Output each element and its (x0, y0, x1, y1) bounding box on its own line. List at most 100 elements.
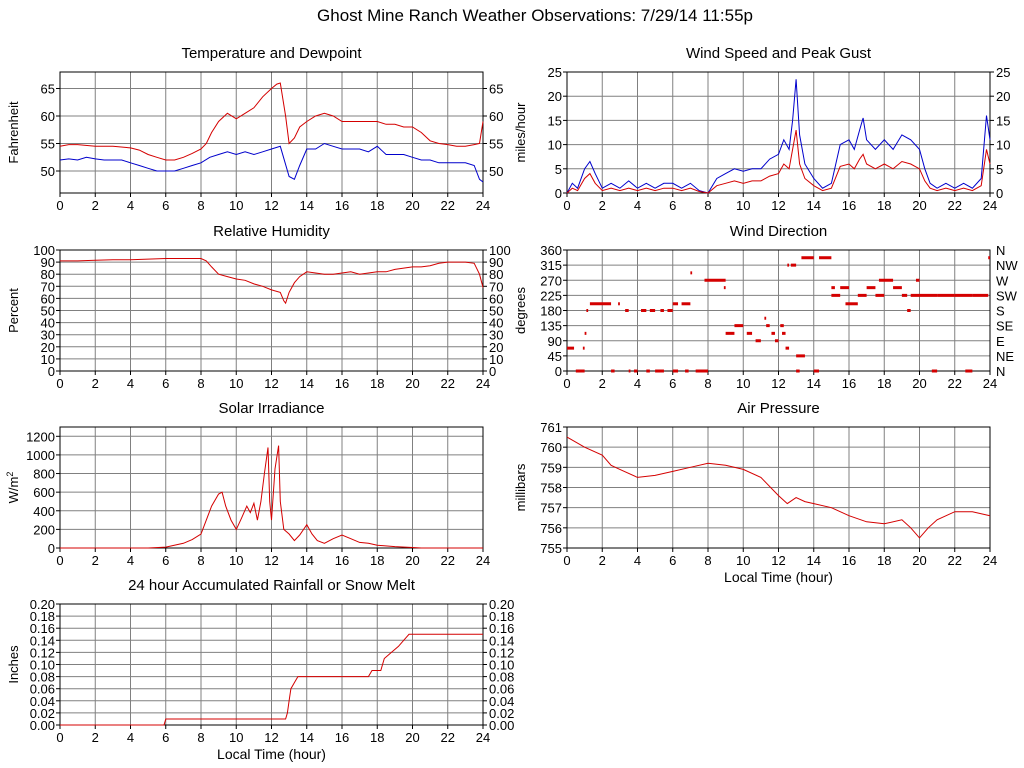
temp-xtick-label: 6 (162, 198, 169, 213)
rain-rtick-label: 0.02 (489, 706, 514, 721)
temp-rtick-label: 55 (489, 137, 503, 152)
wind-rtick-label: 25 (996, 65, 1010, 80)
rain-rtick-label: 0.18 (489, 609, 514, 624)
rain-xtick-label: 20 (405, 730, 419, 745)
winddir-rtick-label: W (996, 273, 1009, 288)
pressure-xtick-label: 10 (736, 553, 750, 568)
humidity-xtick-label: 20 (405, 376, 419, 391)
solar-xtick-label: 18 (370, 553, 384, 568)
winddir-ytick-label: 0 (555, 364, 562, 379)
rain-xtick-label: 10 (229, 730, 243, 745)
winddir-ytick-label: 270 (540, 273, 562, 288)
humidity-xtick-label: 18 (370, 376, 384, 391)
humidity-ytick-label: 0 (48, 364, 55, 379)
wind-xtick-label: 0 (563, 198, 570, 213)
winddir-ytick-label: 225 (540, 288, 562, 303)
humidity-rtick-label: 10 (489, 352, 503, 367)
winddir-xtick-label: 0 (563, 376, 570, 391)
humidity-rtick-label: 0 (489, 364, 496, 379)
rain-xtick-label: 22 (441, 730, 455, 745)
humidity-rtick-label: 30 (489, 328, 503, 343)
humidity-xtick-label: 22 (441, 376, 455, 391)
winddir-ylabel: degrees (513, 287, 528, 334)
rain-rtick-label: 0.04 (489, 694, 514, 709)
rain-ytick-label: 0.18 (30, 609, 55, 624)
wind-xtick-label: 14 (807, 198, 821, 213)
wind-ytick-label: 0 (555, 186, 562, 201)
humidity-rtick-label: 40 (489, 316, 503, 331)
temp-xtick-label: 12 (264, 198, 278, 213)
winddir-rtick-label: N (996, 364, 1005, 379)
pressure-ytick-label: 755 (540, 541, 562, 556)
wind-xtick-label: 8 (704, 198, 711, 213)
rain-series-red-line (60, 633, 483, 726)
rain-xtick-label: 16 (335, 730, 349, 745)
humidity-rtick-label: 80 (489, 267, 503, 282)
solar-xtick-label: 4 (127, 553, 134, 568)
solar-xtick-label: 24 (476, 553, 490, 568)
temp-ytick-label: 50 (41, 164, 55, 179)
humidity-xtick-label: 8 (197, 376, 204, 391)
solar-ylabel: W/m2 (5, 472, 21, 504)
rain-rtick-label: 0.08 (489, 670, 514, 685)
winddir-xtick-label: 14 (807, 376, 821, 391)
rain-xtick-label: 12 (264, 730, 278, 745)
wind-xtick-label: 18 (877, 198, 891, 213)
rain-ytick-label: 0.20 (30, 597, 55, 612)
humidity-ylabel: Percent (6, 288, 21, 333)
pressure-xtick-label: 22 (948, 553, 962, 568)
humidity-xtick-label: 4 (127, 376, 134, 391)
humidity-ytick-label: 90 (41, 255, 55, 270)
rain-ytick-label: 0.04 (30, 694, 55, 709)
rain-title: 24 hour Accumulated Rainfall or Snow Mel… (128, 577, 416, 594)
solar-ytick-label: 0 (48, 541, 55, 556)
wind-xtick-label: 4 (634, 198, 641, 213)
temp-series-red-line (59, 82, 484, 161)
winddir-rtick-label: N (996, 243, 1005, 258)
humidity-rtick-label: 100 (489, 243, 511, 258)
humidity-xtick-label: 14 (300, 376, 314, 391)
humidity-ytick-label: 80 (41, 267, 55, 282)
humidity-ytick-label: 50 (41, 304, 55, 319)
rain-xtick-label: 0 (56, 730, 63, 745)
humidity-rtick-label: 50 (489, 304, 503, 319)
rain-xtick-label: 14 (300, 730, 314, 745)
temp-xtick-label: 20 (405, 198, 419, 213)
pressure-xtick-label: 24 (983, 553, 997, 568)
rain-ytick-label: 0.02 (30, 706, 55, 721)
rain-xtick-label: 4 (127, 730, 134, 745)
humidity-xtick-label: 2 (92, 376, 99, 391)
rain-rtick-label: 0.12 (489, 645, 514, 660)
solar-ytick-label: 800 (33, 467, 55, 482)
temp-xtick-label: 18 (370, 198, 384, 213)
winddir-rtick-label: S (996, 304, 1005, 319)
wind-rtick-label: 15 (996, 113, 1010, 128)
wind-xtick-label: 16 (842, 198, 856, 213)
temp-rtick-label: 60 (489, 109, 503, 124)
wind-rtick-label: 20 (996, 89, 1010, 104)
humidity-xtick-label: 12 (264, 376, 278, 391)
temp-xtick-label: 24 (476, 198, 490, 213)
winddir-xtick-label: 6 (669, 376, 676, 391)
humidity-series-red-line (60, 258, 484, 305)
wind-xtick-label: 22 (948, 198, 962, 213)
humidity-xtick-label: 16 (335, 376, 349, 391)
winddir-xtick-label: 4 (634, 376, 641, 391)
rain-xtick-label: 8 (197, 730, 204, 745)
rain-rtick-label: 0.00 (489, 718, 514, 733)
solar-xtick-label: 10 (229, 553, 243, 568)
humidity-xtick-label: 6 (162, 376, 169, 391)
temp-rtick-label: 50 (489, 164, 503, 179)
pressure-xtick-label: 20 (912, 553, 926, 568)
rain-xtick-label: 6 (162, 730, 169, 745)
humidity-xtick-label: 24 (476, 376, 490, 391)
pressure-ytick-label: 757 (540, 501, 562, 516)
solar-xtick-label: 0 (56, 553, 63, 568)
pressure-ytick-label: 759 (540, 460, 562, 475)
pressure-ytick-label: 758 (540, 481, 562, 496)
solar-xtick-label: 22 (441, 553, 455, 568)
